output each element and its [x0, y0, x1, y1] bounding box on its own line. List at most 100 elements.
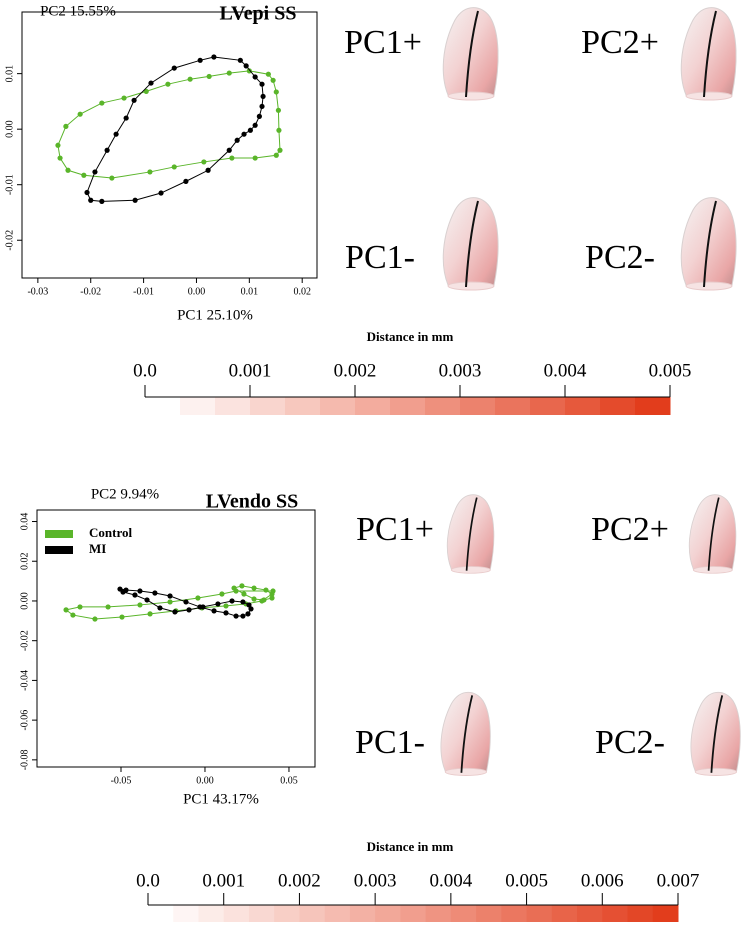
series-point — [172, 609, 178, 615]
series-point — [119, 614, 125, 620]
series-point — [260, 93, 266, 100]
colorbar-step — [274, 905, 300, 922]
series-point — [104, 147, 110, 153]
x-tick-label: 0.00 — [188, 286, 206, 297]
x-tick-label: -0.05 — [111, 775, 132, 786]
colorbar-step — [495, 397, 531, 415]
series-point — [132, 592, 138, 598]
series-point — [63, 607, 69, 613]
series-point — [223, 603, 229, 609]
colorbar-step — [375, 905, 401, 922]
heart-landmark — [707, 497, 720, 571]
series-point — [165, 81, 171, 87]
chart-title: LVendo SS — [206, 491, 298, 513]
series-point — [247, 127, 253, 133]
series-point — [269, 591, 275, 597]
colorbar-tick-label: 0.003 — [439, 360, 482, 381]
heart-base — [447, 281, 495, 291]
y-tick-label: 0.00 — [19, 592, 30, 610]
colorbar-step — [248, 905, 275, 922]
heart-shape — [442, 197, 499, 291]
colorbar-step — [425, 397, 461, 415]
series-point — [70, 612, 76, 618]
series-point — [167, 599, 173, 605]
series-point — [147, 611, 153, 617]
legend-swatch — [45, 546, 73, 554]
colorbar-step — [215, 397, 251, 415]
colorbar-step — [602, 905, 629, 922]
shape-label: PC2- — [595, 724, 665, 761]
y-tick-label: 0.02 — [19, 552, 30, 570]
shape-label: PC1+ — [356, 511, 434, 548]
series-point — [147, 169, 153, 175]
shape-label: PC2- — [585, 239, 655, 276]
series-point — [201, 159, 207, 165]
series-point — [84, 189, 90, 196]
x-axis-label: PC1 25.10% — [177, 307, 253, 323]
series-point — [123, 115, 129, 121]
x-tick-label: 0.00 — [196, 775, 214, 786]
series-point — [55, 142, 61, 148]
series-point — [237, 57, 243, 63]
colorbar-tick-label: 0.005 — [505, 870, 548, 891]
series-point — [211, 54, 217, 60]
heart-shape — [680, 7, 737, 101]
series-point — [275, 107, 282, 113]
colorbar-step — [635, 397, 671, 415]
heart-shape — [442, 7, 499, 101]
series-point — [121, 95, 127, 101]
series-point — [131, 97, 137, 103]
series-point — [245, 611, 251, 617]
colorbar-step — [173, 905, 199, 922]
colorbar-tick-label: 0.003 — [354, 870, 397, 891]
legend-label: MI — [89, 541, 106, 556]
series-point — [241, 591, 247, 597]
x-tick-label: -0.02 — [80, 286, 101, 297]
series-point — [171, 164, 177, 170]
heart-shape — [688, 494, 737, 574]
colorbar-step — [530, 397, 566, 415]
colorbar-step — [180, 397, 216, 415]
series-point — [252, 155, 258, 161]
series-point — [109, 175, 115, 181]
series-point — [120, 589, 126, 595]
series-point — [233, 613, 239, 619]
colorbar-step — [600, 397, 636, 415]
series-point — [240, 613, 246, 619]
y-tick-label: -0.06 — [19, 710, 30, 731]
x-tick-label: -0.01 — [133, 286, 154, 297]
series-point — [157, 605, 163, 611]
series-point — [183, 178, 189, 184]
colorbar-tick-label: 0.004 — [544, 360, 587, 381]
legend-label: Control — [89, 525, 132, 540]
series-point — [99, 198, 105, 204]
colorbar-tick-label: 0.001 — [202, 870, 245, 891]
colorbar-tick-label: 0.0 — [133, 360, 157, 381]
colorbar-tick-label: 0.001 — [229, 360, 272, 381]
series-point — [148, 80, 154, 86]
series-point — [259, 81, 265, 87]
series-point — [234, 137, 240, 143]
x-tick-label: 0.02 — [293, 286, 311, 297]
heart-landmark — [710, 695, 724, 773]
series-point — [265, 71, 271, 77]
colorbar-step — [450, 905, 477, 922]
y-tick-label: 0.04 — [19, 513, 30, 531]
colorbar-step — [460, 397, 496, 415]
heart-base — [685, 281, 733, 291]
series-point — [88, 197, 94, 203]
series-point — [92, 169, 98, 175]
colorbar-step — [324, 905, 351, 922]
plot-frame — [21, 11, 318, 279]
y-tick-label: -0.01 — [4, 174, 15, 195]
colorbar-step — [425, 905, 452, 922]
series-point — [226, 70, 232, 76]
series-point — [219, 591, 225, 597]
series-point — [205, 167, 211, 173]
colorbar-step — [577, 905, 603, 922]
y-tick-label: 0.01 — [4, 65, 15, 83]
y-tick-label: 0.00 — [4, 120, 15, 138]
series-point — [158, 190, 164, 196]
